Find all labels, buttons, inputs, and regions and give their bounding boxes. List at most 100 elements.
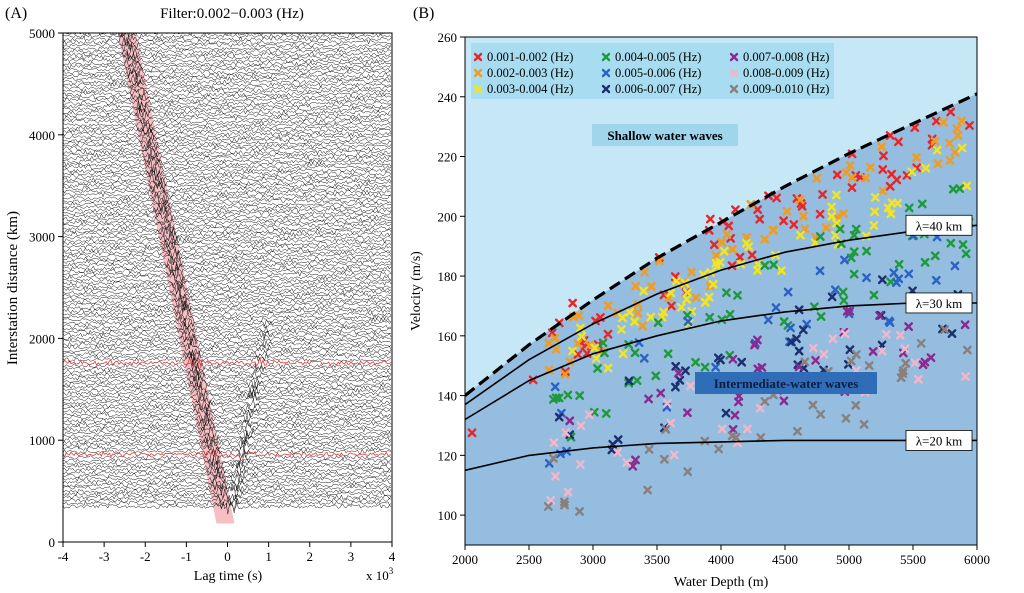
scatter-point [779, 216, 789, 226]
y-tick-label: 0 [49, 535, 56, 550]
scatter-point [946, 107, 956, 117]
panel-a-x-axis-label: Lag time (s) [194, 569, 263, 584]
seismic-trace [63, 79, 392, 89]
scatter-point [885, 318, 895, 327]
scatter-point [793, 426, 802, 436]
scatter-point [950, 147, 960, 157]
seismic-trace [63, 199, 392, 210]
x-tick-label: 2500 [516, 552, 542, 567]
scatter-point [554, 412, 564, 422]
x-tick-label: 1 [265, 549, 272, 564]
panel-b: (B) λ=40 km λ=30 km λ=20 km 2000 2500 3000 35… [409, 5, 990, 590]
seismic-trace [63, 381, 392, 392]
scatter-point [590, 343, 600, 353]
seismic-trace [63, 279, 392, 290]
seismic-trace [63, 249, 392, 264]
seismic-trace [63, 436, 392, 449]
scatter-point [575, 507, 584, 516]
scatter-point [753, 335, 762, 345]
panel-b-label: (B) [413, 5, 434, 22]
y-tick-label: 120 [438, 448, 458, 463]
seismic-trace [63, 444, 392, 455]
scatter-point [682, 288, 692, 297]
panel-a-plot-area [63, 33, 392, 524]
scatter-point [760, 261, 770, 270]
highlight-band [117, 33, 235, 524]
scatter-point [869, 221, 879, 230]
seismic-trace [63, 202, 392, 212]
seismic-trace [63, 255, 392, 267]
seismic-trace [63, 324, 392, 335]
scatter-point [847, 173, 857, 183]
x-tick-label: 3000 [580, 552, 606, 567]
scatter-point [664, 293, 673, 303]
seismic-trace [63, 119, 392, 129]
scatter-point [827, 202, 837, 212]
scatter-point [947, 329, 957, 338]
scatter-point [920, 257, 930, 267]
panel-a-x-multiplier: x 103 [366, 566, 394, 583]
intermediate-waves-label: Intermediate-water waves [714, 376, 859, 391]
y-tick-label: 100 [438, 508, 458, 523]
x-tick-label: 2000 [452, 552, 478, 567]
seismic-trace [63, 117, 392, 127]
scatter-point [912, 153, 921, 162]
scatter-point [819, 349, 829, 359]
scatter-point [946, 238, 956, 248]
seismic-trace [63, 271, 392, 283]
seismic-trace [63, 293, 392, 303]
scatter-point [904, 269, 914, 279]
x-tick-label: -2 [140, 549, 151, 564]
x-tick-label: 2 [307, 549, 314, 564]
curve-label-text: λ=30 km [916, 296, 963, 311]
scatter-point [961, 249, 971, 259]
seismic-trace [63, 95, 392, 104]
scatter-point [728, 354, 738, 364]
scatter-point [771, 303, 781, 313]
seismic-trace [63, 222, 392, 232]
scatter-point [945, 156, 955, 165]
scatter-point [769, 260, 779, 270]
scatter-point [563, 390, 573, 400]
scatter-point [772, 193, 781, 203]
scatter-point [755, 214, 765, 224]
scatter-point [802, 319, 812, 329]
scatter-point [631, 455, 640, 465]
seismic-trace [63, 391, 391, 403]
panel-a-label: (A) [5, 5, 27, 22]
shallow-limit-curve [465, 92, 977, 397]
seismic-trace [63, 125, 392, 136]
scatter-point [577, 332, 586, 341]
x-tick-label: -3 [99, 549, 110, 564]
seismic-trace [63, 204, 392, 216]
scatter-point [700, 297, 710, 307]
scatter-point [838, 287, 848, 297]
scatter-point [753, 265, 762, 275]
scatter-point [877, 346, 887, 356]
seismic-trace [63, 342, 392, 352]
scatter-point [940, 325, 949, 334]
scatter-point [576, 421, 586, 431]
scatter-point [859, 419, 869, 429]
seismic-trace [63, 421, 392, 432]
seismic-trace [63, 225, 392, 234]
scatter-point [728, 244, 737, 254]
scatter-point [682, 408, 692, 418]
seismic-trace [63, 335, 392, 347]
seismic-trace [63, 314, 391, 322]
scatter-point [686, 381, 695, 391]
scatter-point [643, 485, 653, 495]
scatter-point [725, 309, 735, 319]
seismic-trace [63, 87, 392, 95]
seismic-trace [63, 469, 392, 482]
seismic-trace [63, 209, 392, 220]
seismic-trace [63, 425, 392, 437]
scatter-point [683, 467, 693, 477]
seismic-trace [63, 181, 392, 194]
panel-b-plot-area: λ=40 km λ=30 km λ=20 km [465, 37, 977, 545]
seismic-trace [63, 58, 392, 68]
scatter-point [644, 445, 654, 454]
seismic-trace [63, 115, 392, 124]
scatter-point [644, 394, 653, 404]
scatter-point [800, 224, 810, 234]
